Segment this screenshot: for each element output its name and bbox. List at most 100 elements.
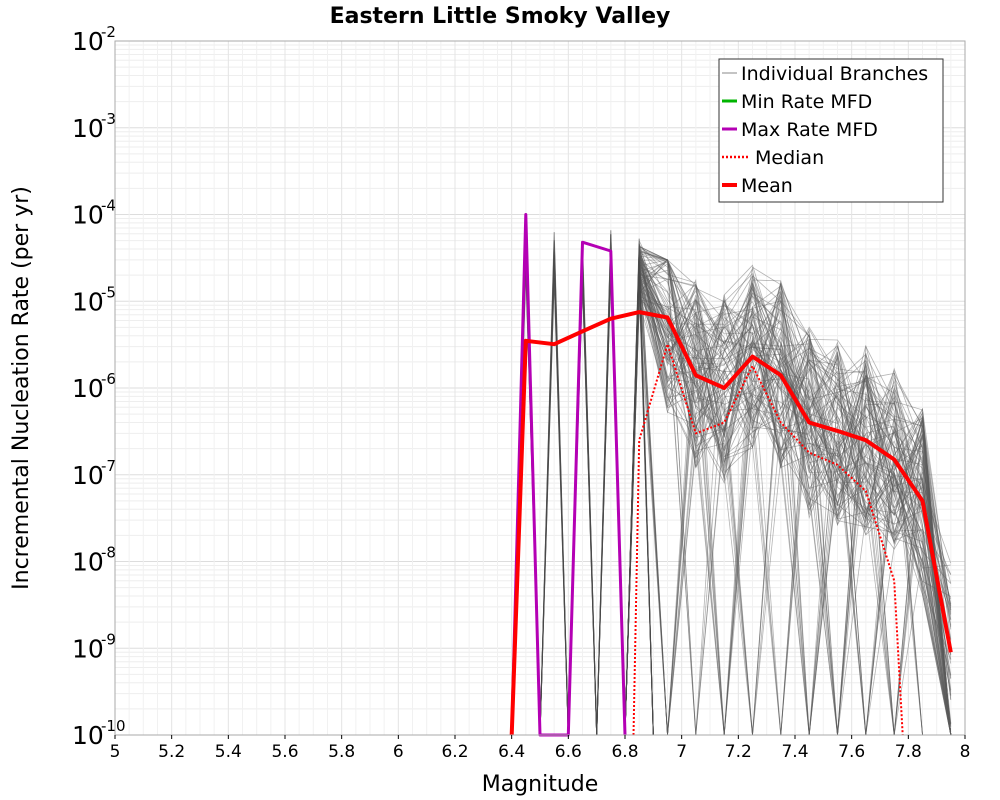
branch-line [624, 252, 952, 736]
y-tick-exponent: -10 [101, 717, 126, 735]
x-tick-label: 6.6 [555, 742, 582, 762]
branch-line [624, 295, 952, 736]
branch-line [624, 255, 952, 736]
branch-line [624, 267, 952, 736]
y-tick-base: 10 [72, 634, 104, 663]
branch-line [624, 247, 952, 736]
branch-line [624, 264, 952, 736]
legend-label-mean: Mean [741, 175, 793, 197]
branch-line [624, 260, 952, 736]
y-tick-base: 10 [72, 461, 104, 490]
y-tick-base: 10 [72, 548, 104, 577]
y-tick-base: 10 [72, 721, 104, 750]
branch-line [624, 270, 951, 736]
branch-line [624, 273, 952, 736]
branch-line [624, 275, 952, 736]
branch-line [624, 269, 951, 736]
legend-label-max: Max Rate MFD [741, 119, 878, 141]
branch-line [624, 248, 952, 736]
series-line-median [632, 343, 904, 736]
y-tick-exponent: -8 [101, 544, 116, 562]
branch-line [624, 259, 952, 736]
branch-line [624, 251, 952, 736]
y-tick-exponent: -4 [101, 197, 116, 215]
branch-line [624, 278, 952, 736]
branch-line [624, 245, 952, 736]
branch-line [624, 294, 951, 736]
branch-line [624, 242, 952, 736]
branch-line [624, 245, 952, 736]
branch-line [624, 251, 952, 736]
branch-line [624, 256, 952, 736]
branch-line [624, 291, 952, 736]
branch-line [624, 295, 952, 736]
legend-label-median: Median [755, 147, 824, 169]
x-axis-ticks: 5 5.2 5.4 5.6 5.8 6 6.2 6.4 6.6 6.8 7 7.2 7.4 7.6 7.8 8 [110, 735, 970, 762]
branch-line [624, 278, 952, 736]
branch-line [624, 243, 952, 736]
series-line-mean [509, 310, 953, 736]
y-tick-exponent: -3 [101, 110, 116, 128]
branch-line [624, 279, 952, 736]
x-tick-label: 5 [110, 742, 121, 762]
branch-line [624, 257, 952, 736]
branch-line [624, 296, 952, 736]
branch-line [624, 259, 952, 736]
x-axis-label: Magnitude [482, 772, 599, 797]
branch-line [624, 246, 952, 736]
x-tick-label: 6.8 [611, 742, 638, 762]
x-tick-label: 6 [393, 742, 404, 762]
branch-line [624, 273, 952, 736]
branch-line [624, 250, 952, 736]
branch-line [624, 278, 952, 736]
x-tick-label: 6.4 [498, 742, 525, 762]
branch-line [624, 285, 952, 736]
x-tick-label: 5.8 [328, 742, 355, 762]
x-tick-label: 7.2 [725, 742, 752, 762]
branch-line [624, 245, 952, 736]
y-tick-exponent: -5 [101, 283, 116, 301]
branch-line [624, 260, 952, 736]
branch-line [624, 263, 952, 736]
y-tick-base: 10 [72, 287, 104, 316]
y-tick-base: 10 [72, 114, 104, 143]
x-tick-label: 5.4 [215, 742, 242, 762]
branch-line [624, 272, 952, 736]
branch-line [624, 283, 952, 736]
branch-line [624, 277, 952, 736]
branch-spike [539, 251, 569, 736]
branch-line [624, 255, 952, 736]
branch-line [624, 272, 952, 736]
branch-line [624, 274, 952, 736]
x-tick-label: 7 [676, 742, 687, 762]
x-tick-label: 5.2 [158, 742, 185, 762]
branch-line [624, 252, 951, 736]
x-tick-label: 6.2 [441, 742, 468, 762]
branch-line [624, 262, 952, 736]
x-tick-label: 7.6 [838, 742, 865, 762]
branch-line [624, 279, 952, 736]
branch-line [624, 259, 952, 736]
branch-line [624, 287, 952, 736]
branch-line [624, 240, 952, 736]
branch-line [624, 268, 952, 736]
x-tick-label: 5.6 [271, 742, 298, 762]
branch-line [624, 258, 952, 736]
branch-line [624, 259, 952, 736]
y-tick-exponent: -6 [101, 370, 116, 388]
y-tick-exponent: -7 [101, 457, 116, 475]
branch-line [624, 259, 951, 736]
branch-line [624, 247, 952, 736]
branch-line [624, 255, 952, 736]
y-tick-exponent: -2 [101, 23, 116, 41]
branch-line [624, 259, 952, 736]
branch-line [624, 253, 952, 736]
branch-line [624, 253, 952, 736]
branch-line [624, 261, 952, 736]
branch-line [624, 263, 952, 736]
x-tick-label: 7.4 [781, 742, 808, 762]
y-tick-base: 10 [72, 374, 104, 403]
branch-line [624, 287, 952, 736]
branch-line [624, 270, 952, 736]
